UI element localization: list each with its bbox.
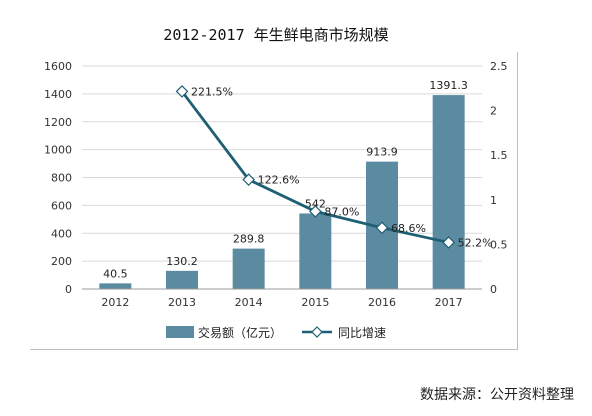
y-right-tick-label: 0.5	[490, 238, 508, 251]
y-left-tick-label: 600	[51, 199, 72, 212]
y-right-tick-label: 0	[490, 283, 497, 296]
bar-value-labels: 40.5 130.2 289.8 542 913.9 1391.3	[103, 79, 468, 280]
bar	[432, 95, 465, 290]
x-tick-label: 2016	[368, 296, 396, 309]
axes: 0 200 400 600 800 1000 1200 1400 1600 0 0.5 1 1.5 2 2.…	[44, 60, 508, 309]
y-left-tick-label: 1000	[44, 144, 72, 157]
bar-data-label: 130.2	[166, 255, 198, 268]
line-data-label: 122.6%	[258, 174, 300, 187]
y-right-tick-label: 2	[490, 105, 497, 118]
grid-lines	[82, 65, 482, 262]
bar	[99, 283, 132, 289]
line-point	[375, 221, 389, 235]
frame-bottom	[30, 349, 518, 350]
legend-line-marker	[311, 326, 323, 338]
x-tick-label: 2013	[168, 296, 196, 309]
line-point	[442, 236, 456, 249]
frame-right	[517, 52, 518, 350]
bar	[166, 270, 198, 289]
bar-series	[99, 95, 465, 290]
line-data-label: 221.5%	[191, 85, 233, 98]
y-right-tick-label: 1	[490, 194, 497, 207]
source-note: 数据来源：公开资料整理	[420, 387, 574, 403]
bar-data-label: 542	[305, 197, 326, 210]
bar	[299, 213, 332, 289]
y-left-tick-label: 1400	[44, 88, 72, 101]
y-left-tick-label: 1600	[44, 60, 72, 73]
legend-bar-swatch	[166, 326, 194, 338]
line-data-label: 52.2%	[458, 236, 493, 249]
chart-title: 2012-2017 年生鲜电商市场规模	[163, 26, 388, 44]
x-tick-label: 2017	[435, 296, 463, 309]
y-left-tick-label: 0	[65, 283, 72, 296]
y-left-tick-label: 800	[51, 172, 72, 185]
bar-data-label: 289.8	[233, 233, 265, 246]
y-right-tick-label: 1.5	[490, 149, 508, 162]
y-left-tick-label: 200	[51, 255, 72, 268]
bar	[232, 248, 265, 289]
x-tick-label: 2014	[235, 296, 263, 309]
x-tick-label: 2015	[301, 296, 329, 309]
y-right-tick-label: 2.5	[490, 60, 508, 73]
line-series: 221.5% 122.6% 87.0% 68.6% 52.2%	[175, 85, 493, 249]
legend: 交易额（亿元） 同比增速	[166, 325, 386, 340]
line-data-label: 87.0%	[324, 205, 359, 218]
bar-data-label: 913.9	[366, 146, 398, 159]
bar-data-label: 40.5	[103, 267, 128, 280]
legend-line-label: 同比增速	[338, 326, 386, 340]
line-data-label: 68.6%	[391, 222, 426, 235]
bar-data-label: 1391.3	[429, 79, 468, 92]
line-point	[242, 173, 256, 186]
y-left-tick-label: 1200	[44, 116, 72, 129]
line-point	[308, 205, 322, 218]
line-point	[175, 85, 189, 98]
y-left-tick-label: 400	[51, 227, 72, 240]
legend-bar-label: 交易额（亿元）	[198, 325, 282, 340]
x-tick-label: 2012	[101, 296, 129, 309]
